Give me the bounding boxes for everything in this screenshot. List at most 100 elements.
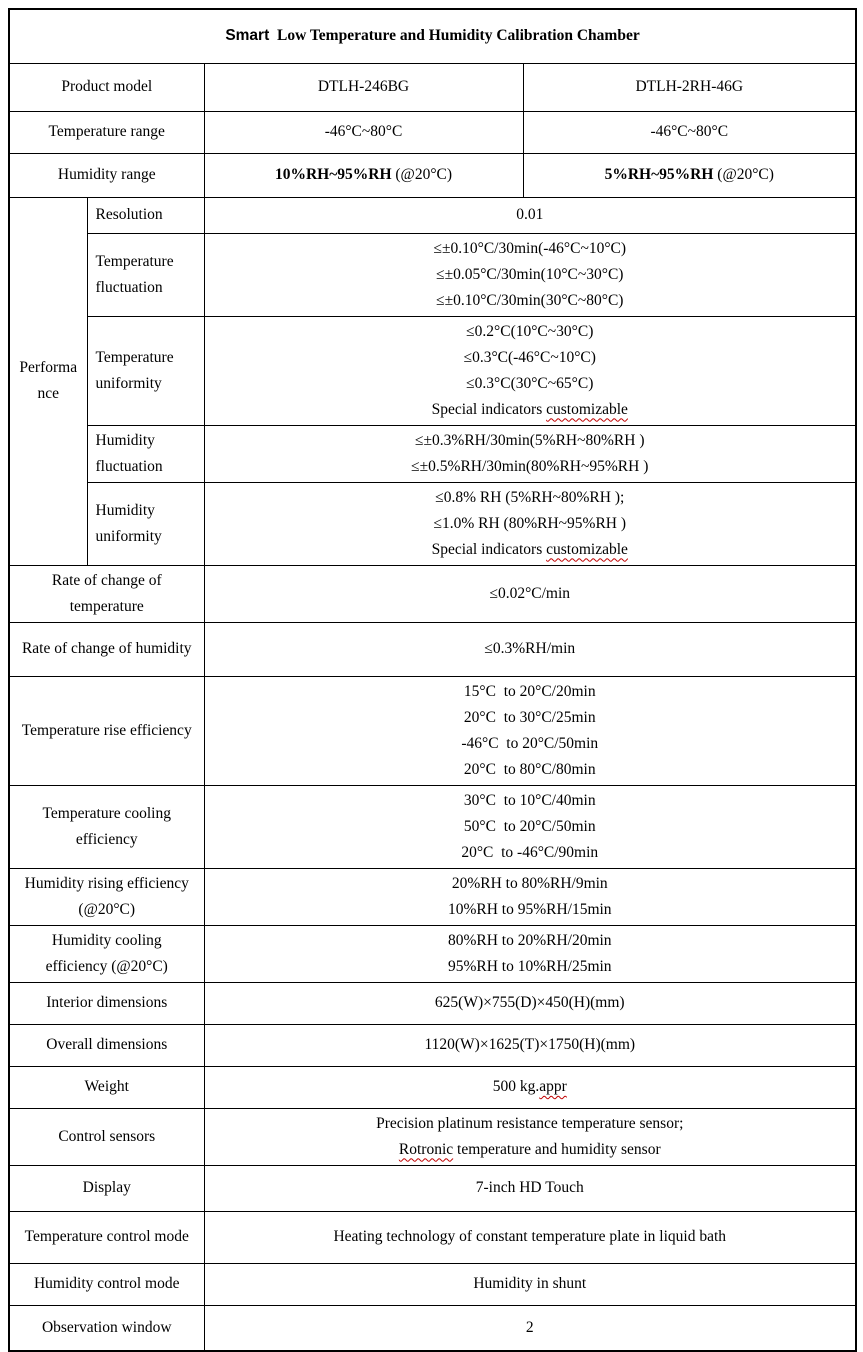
label-text: Control sensors	[20, 1124, 194, 1150]
text-segment: Temperature rise efficiency	[21, 721, 192, 739]
value-line: 10%RH~95%RH (@20°C)	[211, 162, 517, 188]
text-segment: Low Temperature and Humidity Calibration…	[269, 27, 640, 45]
text-segment: DTLH-246BG	[317, 78, 410, 95]
row-observation_window: Observation window 2	[8, 1304, 857, 1352]
row-temp_rise: Temperature rise efficiency 15°C to 20°C/…	[8, 675, 857, 786]
value-line: 7-inch HD Touch	[211, 1175, 850, 1201]
label-rate_temp: Rate of change of temperature	[8, 564, 205, 623]
value-line: ≤1.0% RH (80%RH~95%RH )	[211, 511, 850, 537]
value-line: 10%RH to 95%RH/15min	[211, 897, 850, 923]
text-segment: (@20°C)	[391, 166, 453, 183]
value-control_sensors: Precision platinum resistance temperatur…	[203, 1107, 857, 1166]
sublabel-text: Temperature fluctuation	[96, 249, 200, 301]
label-text: Display	[20, 1175, 194, 1201]
value-temperature_range-col2: -46°C~80°C	[522, 110, 857, 154]
sublabel-resolution: Resolution	[86, 196, 205, 234]
label-text: Humidity control mode	[20, 1271, 194, 1297]
row-temp_control_mode: Temperature control mode Heating technolo…	[8, 1210, 857, 1264]
value-resolution: 0.01	[203, 196, 857, 234]
text-segment: 20%RH to 80%RH/9min	[451, 874, 608, 892]
row-humidity_cooling: Humidity cooling efficiency (@20°C) 80%RH…	[8, 924, 857, 983]
value-line: Heating technology of constant temperatu…	[211, 1224, 850, 1250]
value-line: Rotronic temperature and humidity sensor	[211, 1137, 850, 1163]
sublabel-temperature_fluctuation: Temperature fluctuation	[86, 232, 205, 317]
text-segment: Humidity cooling efficiency (@20°C)	[45, 931, 168, 975]
sublabel-text: Temperature uniformity	[96, 345, 200, 397]
text-segment: Rate of change of humidity	[21, 640, 192, 657]
text-segment: Smart	[225, 27, 270, 45]
text-segment: -46°C~80°C	[324, 123, 403, 140]
label-product_model: Product model	[8, 62, 205, 112]
text-segment: 15°C to 20°C/20min	[463, 682, 596, 700]
row-product_model: Product model DTLH-246BG DTLH-2RH-46G	[8, 62, 857, 112]
sublabel-humidity_uniformity: Humidity uniformity	[86, 481, 205, 566]
text-segment: 30°C to 10°C/40min	[463, 791, 596, 809]
text-segment: Overall dimensions	[46, 1036, 168, 1053]
value-observation_window: 2	[203, 1304, 857, 1352]
text-segment: ≤±0.3%RH/30min(5%RH~80%RH )	[415, 431, 645, 449]
value-line: 30°C to 10°C/40min	[211, 788, 850, 814]
value-temp_control_mode: Heating technology of constant temperatu…	[203, 1210, 857, 1264]
text-segment: Humidity uniformity	[95, 501, 162, 545]
label-text: Rate of change of humidity	[20, 636, 194, 662]
label-humidity_range: Humidity range	[8, 152, 205, 198]
text-segment: Humidity in shunt	[473, 1275, 587, 1292]
value-line: Humidity in shunt	[211, 1271, 850, 1297]
value-overall_dimensions: 1120(W)×1625(T)×1750(H)(mm)	[203, 1023, 857, 1067]
label-temperature_range: Temperature range	[8, 110, 205, 154]
value-line: 50°C to 20°C/50min	[211, 814, 850, 840]
value-line: DTLH-2RH-46G	[530, 74, 850, 100]
text-segment: 10%RH~95%RH	[274, 166, 392, 183]
value-line: ≤0.02°C/min	[211, 581, 850, 607]
value-line: -46°C~80°C	[211, 119, 517, 145]
row-humidity_rising: Humidity rising efficiency (@20°C) 20%RH …	[8, 867, 857, 926]
text-segment: -46°C~80°C	[650, 123, 729, 140]
label-text: Performance	[17, 355, 80, 407]
row-rate_temp: Rate of change of temperature ≤0.02°C/min	[8, 564, 857, 623]
value-line: ≤±0.3%RH/30min(5%RH~80%RH )	[211, 428, 850, 454]
label-observation_window: Observation window	[8, 1304, 205, 1352]
row-overall_dimensions: Overall dimensions 1120(W)×1625(T)×1750(H…	[8, 1023, 857, 1067]
text-segment: Observation window	[41, 1318, 172, 1336]
value-line: ≤0.8% RH (5%RH~80%RH );	[211, 485, 850, 511]
row-temperature_fluctuation: Temperature fluctuation ≤±0.10°C/30min(-4…	[9, 232, 857, 317]
value-line: 15°C to 20°C/20min	[211, 679, 850, 705]
text-segment: Performance	[19, 359, 78, 402]
row-humidity_uniformity: Humidity uniformity ≤0.8% RH (5%RH~80%RH …	[9, 481, 857, 566]
value-line: 20%RH to 80%RH/9min	[211, 871, 850, 897]
row-temp_cooling: Temperature cooling efficiency 30°C to 10…	[8, 784, 857, 869]
text-segment: ≤0.02°C/min	[489, 584, 571, 602]
text-segment: Special indicators	[431, 400, 547, 418]
row-temperature_uniformity: Temperature uniformity ≤0.2°C(10°C~30°C) ≤…	[9, 315, 857, 426]
text-segment: Heating technology of constant temperatu…	[333, 1228, 727, 1245]
text-segment: DTLH-2RH-46G	[635, 78, 744, 95]
value-line: 5%RH~95%RH (@20°C)	[530, 162, 850, 188]
text-segment: 1120(W)×1625(T)×1750(H)(mm)	[424, 1036, 636, 1053]
value-line: 500 kg.appr	[211, 1074, 850, 1100]
text-segment: ≤0.3°C(-46°C~10°C)	[463, 348, 596, 366]
text-segment: 20°C to 80°C/80min	[463, 760, 596, 778]
label-overall_dimensions: Overall dimensions	[8, 1023, 205, 1067]
row-rate_humidity: Rate of change of humidity ≤0.3%RH/min	[8, 621, 857, 677]
label-temp_rise: Temperature rise efficiency	[8, 675, 205, 786]
value-line: ≤0.3°C(-46°C~10°C)	[211, 345, 850, 371]
text-segment: Precision platinum resistance temperatur…	[376, 1114, 684, 1132]
text-segment: ≤0.2°C(10°C~30°C)	[466, 322, 594, 340]
value-line: ≤0.3°C(30°C~65°C)	[211, 371, 850, 397]
text-segment: 0.01	[516, 206, 544, 223]
label-humidity_rising: Humidity rising efficiency (@20°C)	[8, 867, 205, 926]
value-display: 7-inch HD Touch	[203, 1164, 857, 1212]
sublabel-text: Resolution	[96, 202, 200, 228]
row-display: Display 7-inch HD Touch	[8, 1164, 857, 1212]
row-interior_dimensions: Interior dimensions 625(W)×755(D)×450(H)(…	[8, 981, 857, 1025]
table-title: Smart Low Temperature and Humidity Calib…	[8, 8, 857, 64]
label-control_sensors: Control sensors	[8, 1107, 205, 1166]
sublabel-text: Humidity uniformity	[96, 498, 200, 550]
text-segment: Temperature uniformity	[95, 348, 178, 392]
text-segment: Humidity control mode	[33, 1275, 180, 1292]
label-performance: Performance	[8, 196, 88, 566]
label-text: Product model	[20, 74, 194, 100]
value-temp_rise: 15°C to 20°C/20min 20°C to 30°C/25min -46°…	[203, 675, 857, 786]
text-segment: Temperature fluctuation	[95, 252, 178, 296]
text-segment: 50°C to 20°C/50min	[463, 817, 596, 835]
